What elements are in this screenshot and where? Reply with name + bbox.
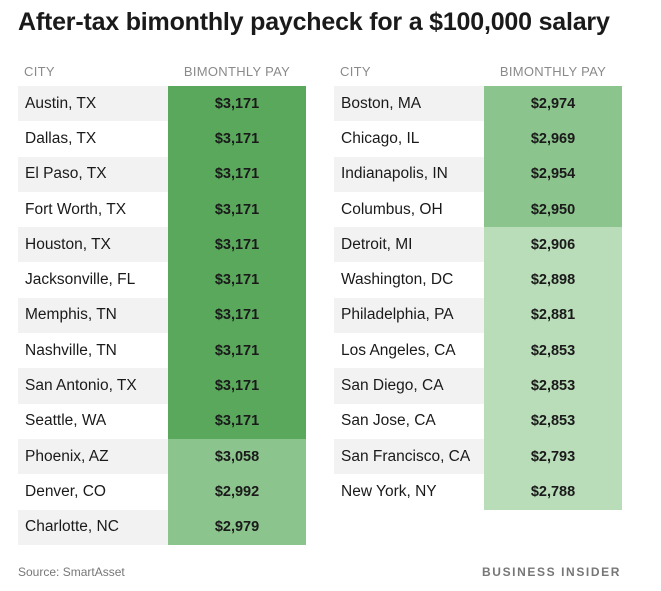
- table-row: Denver, CO $2,992: [18, 474, 306, 510]
- pay-cell: $3,171: [168, 297, 306, 334]
- pay-cell: $2,898: [484, 262, 622, 298]
- city-cell: Phoenix, AZ: [18, 438, 168, 475]
- city-cell: Denver, CO: [18, 474, 168, 510]
- city-cell: Boston, MA: [334, 86, 484, 122]
- city-cell: Charlotte, NC: [18, 509, 168, 545]
- chart-title: After-tax bimonthly paycheck for a $100,…: [18, 8, 610, 36]
- column-header-pay: BIMONTHLY PAY: [499, 64, 607, 79]
- pay-cell: $3,171: [168, 156, 306, 192]
- table-row: Detroit, MI $2,906: [334, 227, 622, 263]
- pay-cell: $3,171: [168, 403, 306, 439]
- city-cell: New York, NY: [334, 474, 484, 510]
- table-left: CITY BIMONTHLY PAY Austin, TX $3,171 Dalla…: [18, 58, 306, 545]
- city-cell: Dallas, TX: [18, 121, 168, 157]
- table-row: Jacksonville, FL $3,171: [18, 262, 306, 298]
- city-cell: Houston, TX: [18, 227, 168, 263]
- city-cell: San Francisco, CA: [334, 438, 484, 475]
- table-row: Fort Worth, TX $3,171: [18, 191, 306, 228]
- pay-cell: $2,793: [484, 438, 622, 475]
- city-cell: Memphis, TN: [18, 297, 168, 334]
- pay-cell: $3,171: [168, 191, 306, 228]
- table-row: Chicago, IL $2,969: [334, 121, 622, 157]
- table-row: Indianapolis, IN $2,954: [334, 156, 622, 192]
- table-row: Dallas, TX $3,171: [18, 121, 306, 157]
- table-row: Houston, TX $3,171: [18, 227, 306, 263]
- city-cell: Los Angeles, CA: [334, 333, 484, 369]
- table-row: Charlotte, NC $2,979: [18, 509, 306, 545]
- source-note: Source: SmartAsset: [18, 565, 125, 579]
- city-cell: Austin, TX: [18, 86, 168, 122]
- table-row: Columbus, OH $2,950: [334, 191, 622, 228]
- brand-logo: BUSINESS INSIDER: [482, 565, 621, 579]
- table-row: Phoenix, AZ $3,058: [18, 438, 306, 475]
- pay-cell: $3,171: [168, 368, 306, 404]
- table-rows: Boston, MA $2,974 Chicago, IL $2,969 Indiana…: [334, 86, 622, 510]
- table-row: New York, NY $2,788: [334, 474, 622, 510]
- table-row: San Francisco, CA $2,793: [334, 438, 622, 475]
- column-header-city: CITY: [24, 64, 55, 79]
- table-row: San Jose, CA $2,853: [334, 403, 622, 439]
- city-cell: Seattle, WA: [18, 403, 168, 439]
- city-cell: San Antonio, TX: [18, 368, 168, 404]
- pay-cell: $2,992: [168, 474, 306, 510]
- pay-cell: $3,171: [168, 333, 306, 369]
- city-cell: Jacksonville, FL: [18, 262, 168, 298]
- city-cell: San Diego, CA: [334, 368, 484, 404]
- table-row: Seattle, WA $3,171: [18, 403, 306, 439]
- table-row: Nashville, TN $3,171: [18, 333, 306, 369]
- table-header: CITY BIMONTHLY PAY: [334, 58, 622, 86]
- table-rows: Austin, TX $3,171 Dallas, TX $3,171 El Paso,…: [18, 86, 306, 545]
- table-row: Memphis, TN $3,171: [18, 297, 306, 334]
- pay-cell: $2,969: [484, 121, 622, 157]
- pay-cell: $3,171: [168, 86, 306, 122]
- table-row: Austin, TX $3,171: [18, 86, 306, 122]
- table-row: El Paso, TX $3,171: [18, 156, 306, 192]
- table-header: CITY BIMONTHLY PAY: [18, 58, 306, 86]
- table-row: Boston, MA $2,974: [334, 86, 622, 122]
- pay-cell: $2,950: [484, 191, 622, 228]
- city-cell: Washington, DC: [334, 262, 484, 298]
- city-cell: El Paso, TX: [18, 156, 168, 192]
- city-cell: Philadelphia, PA: [334, 297, 484, 334]
- table-row: Los Angeles, CA $2,853: [334, 333, 622, 369]
- column-header-city: CITY: [340, 64, 371, 79]
- table-row: San Antonio, TX $3,171: [18, 368, 306, 404]
- city-cell: Chicago, IL: [334, 121, 484, 157]
- city-cell: Fort Worth, TX: [18, 191, 168, 228]
- table-row: San Diego, CA $2,853: [334, 368, 622, 404]
- column-header-pay: BIMONTHLY PAY: [183, 64, 291, 79]
- city-cell: San Jose, CA: [334, 403, 484, 439]
- pay-cell: $2,906: [484, 227, 622, 263]
- table-row: Washington, DC $2,898: [334, 262, 622, 298]
- city-cell: Indianapolis, IN: [334, 156, 484, 192]
- pay-cell: $3,171: [168, 227, 306, 263]
- table-row: Philadelphia, PA $2,881: [334, 297, 622, 334]
- pay-cell: $3,171: [168, 121, 306, 157]
- pay-cell: $3,171: [168, 262, 306, 298]
- pay-cell: $2,954: [484, 156, 622, 192]
- pay-cell: $2,974: [484, 86, 622, 122]
- pay-cell: $2,881: [484, 297, 622, 334]
- city-cell: Nashville, TN: [18, 333, 168, 369]
- pay-cell: $2,853: [484, 333, 622, 369]
- pay-cell: $2,853: [484, 368, 622, 404]
- pay-cell: $2,979: [168, 509, 306, 545]
- pay-cell: $2,788: [484, 474, 622, 510]
- city-cell: Detroit, MI: [334, 227, 484, 263]
- pay-cell: $3,058: [168, 438, 306, 475]
- city-cell: Columbus, OH: [334, 191, 484, 228]
- table-right: CITY BIMONTHLY PAY Boston, MA $2,974 Chica…: [334, 58, 622, 510]
- pay-cell: $2,853: [484, 403, 622, 439]
